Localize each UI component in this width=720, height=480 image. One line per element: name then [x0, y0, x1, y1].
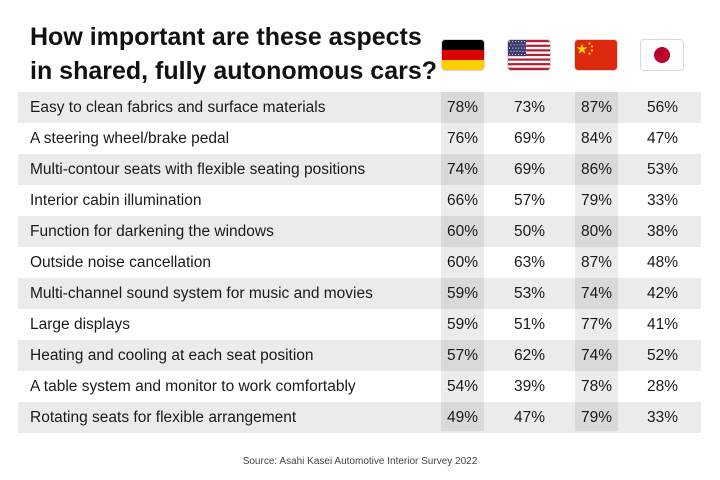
table-row: Heating and cooling at each seat positio… — [18, 340, 701, 371]
value-cell-cn: 87% — [580, 99, 613, 116]
value-cell-jp: 48% — [646, 254, 679, 271]
row-label: Function for darkening the windows — [30, 223, 274, 240]
value-cell-jp: 33% — [646, 192, 679, 209]
table-row: Easy to clean fabrics and surface materi… — [18, 92, 701, 123]
value-cell-de: 76% — [446, 130, 479, 147]
value-cell-de: 57% — [446, 347, 479, 364]
table-row: A steering wheel/brake pedal 76% 69% 84% 47% — [18, 123, 701, 154]
value-cell-cn: 74% — [580, 285, 613, 302]
value-cell-us: 62% — [513, 347, 546, 364]
china-flag-icon — [575, 40, 617, 70]
value-cell-jp: 38% — [646, 223, 679, 240]
table-row: Function for darkening the windows 60% 50%… — [18, 216, 701, 247]
value-cell-us: 50% — [513, 223, 546, 240]
value-cell-de: 78% — [446, 99, 479, 116]
value-cell-cn: 86% — [580, 161, 613, 178]
value-cell-cn: 74% — [580, 347, 613, 364]
table-row: Outside noise cancellation 60% 63% 87% 48% — [18, 247, 701, 278]
usa-flag-icon — [508, 40, 550, 70]
table-row: Multi-contour seats with flexible seatin… — [18, 154, 701, 185]
value-cell-us: 69% — [513, 130, 546, 147]
value-cell-us: 57% — [513, 192, 546, 209]
row-label: Heating and cooling at each seat positio… — [30, 347, 314, 364]
chart-title-line-1: How important are these aspects — [30, 23, 422, 51]
value-cell-jp: 41% — [646, 316, 679, 333]
value-cell-cn: 80% — [580, 223, 613, 240]
row-label: Large displays — [30, 316, 130, 333]
value-cell-us: 63% — [513, 254, 546, 271]
value-cell-cn: 79% — [580, 409, 613, 426]
value-cell-us: 53% — [513, 285, 546, 302]
chart-title-line-2: in shared, fully autonomous cars? — [30, 57, 438, 85]
row-label: A steering wheel/brake pedal — [30, 130, 230, 147]
value-cell-jp: 53% — [646, 161, 679, 178]
value-cell-de: 60% — [446, 223, 479, 240]
value-cell-cn: 87% — [580, 254, 613, 271]
japan-flag-icon — [641, 40, 683, 70]
value-cell-de: 59% — [446, 285, 479, 302]
value-cell-us: 47% — [513, 409, 546, 426]
table-row: Rotating seats for flexible arrangement 4… — [18, 402, 701, 433]
value-cell-jp: 56% — [646, 99, 679, 116]
value-cell-jp: 28% — [646, 378, 679, 395]
source-note: Source: Asahi Kasei Automotive Interior … — [242, 456, 478, 467]
value-cell-us: 39% — [513, 378, 546, 395]
row-label: Multi-contour seats with flexible seatin… — [30, 161, 366, 178]
table-row: Interior cabin illumination 66% 57% 79% 33% — [18, 185, 701, 216]
value-cell-jp: 42% — [646, 285, 679, 302]
value-cell-us: 51% — [513, 316, 546, 333]
row-label: Easy to clean fabrics and surface materi… — [30, 99, 326, 116]
row-label: Multi-channel sound system for music and… — [30, 285, 373, 302]
survey-table: Easy to clean fabrics and surface materi… — [18, 92, 701, 433]
row-label: A table system and monitor to work comfo… — [30, 378, 356, 395]
value-cell-cn: 84% — [580, 130, 613, 147]
value-cell-us: 73% — [513, 99, 546, 116]
value-cell-jp: 52% — [646, 347, 679, 364]
value-cell-jp: 33% — [646, 409, 679, 426]
chart-title: How important are these aspects in share… — [30, 20, 440, 88]
table-row: A table system and monitor to work comfo… — [18, 371, 701, 402]
value-cell-de: 59% — [446, 316, 479, 333]
value-cell-cn: 78% — [580, 378, 613, 395]
row-label: Outside noise cancellation — [30, 254, 211, 271]
value-cell-jp: 47% — [646, 130, 679, 147]
value-cell-de: 60% — [446, 254, 479, 271]
value-cell-de: 74% — [446, 161, 479, 178]
table-row: Multi-channel sound system for music and… — [18, 278, 701, 309]
germany-flag-icon — [442, 40, 484, 70]
value-cell-cn: 77% — [580, 316, 613, 333]
value-cell-de: 66% — [446, 192, 479, 209]
row-label: Rotating seats for flexible arrangement — [30, 409, 297, 426]
value-cell-us: 69% — [513, 161, 546, 178]
row-label: Interior cabin illumination — [30, 192, 202, 209]
value-cell-de: 49% — [446, 409, 479, 426]
table-row: Large displays 59% 51% 77% 41% — [18, 309, 701, 340]
value-cell-de: 54% — [446, 378, 479, 395]
value-cell-cn: 79% — [580, 192, 613, 209]
